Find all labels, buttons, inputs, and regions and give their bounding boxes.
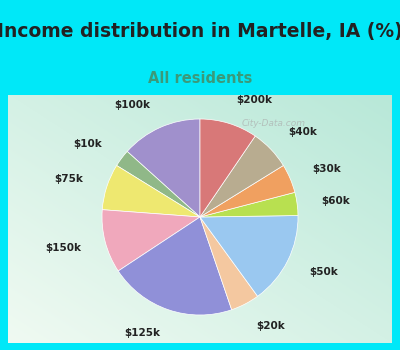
- Wedge shape: [200, 166, 295, 217]
- Text: $30k: $30k: [313, 164, 341, 174]
- Text: $75k: $75k: [55, 174, 84, 184]
- Wedge shape: [200, 216, 298, 296]
- Text: $20k: $20k: [256, 321, 285, 331]
- Text: $150k: $150k: [46, 243, 82, 253]
- Text: $50k: $50k: [310, 267, 338, 277]
- Text: $125k: $125k: [124, 328, 160, 338]
- Text: All residents: All residents: [148, 71, 252, 86]
- Wedge shape: [200, 217, 258, 310]
- Text: $200k: $200k: [236, 95, 272, 105]
- Wedge shape: [200, 193, 298, 217]
- Text: $10k: $10k: [73, 139, 102, 148]
- Text: City-Data.com: City-Data.com: [242, 119, 306, 128]
- Text: Income distribution in Martelle, IA (%): Income distribution in Martelle, IA (%): [0, 22, 400, 41]
- Text: $60k: $60k: [321, 196, 350, 205]
- Text: $100k: $100k: [114, 100, 150, 110]
- Wedge shape: [102, 166, 200, 217]
- Wedge shape: [102, 210, 200, 271]
- Wedge shape: [118, 217, 232, 315]
- Wedge shape: [127, 119, 200, 217]
- Wedge shape: [200, 136, 283, 217]
- Wedge shape: [117, 152, 200, 217]
- Wedge shape: [200, 119, 255, 217]
- Text: $40k: $40k: [288, 127, 318, 137]
